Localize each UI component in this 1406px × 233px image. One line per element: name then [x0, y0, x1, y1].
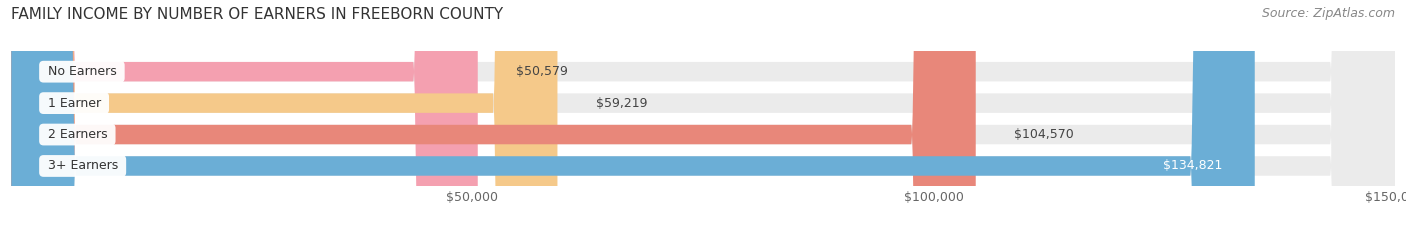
Text: $104,570: $104,570 — [1015, 128, 1074, 141]
FancyBboxPatch shape — [11, 0, 557, 233]
Text: $50,579: $50,579 — [516, 65, 568, 78]
FancyBboxPatch shape — [11, 0, 1254, 233]
FancyBboxPatch shape — [11, 0, 1395, 233]
FancyBboxPatch shape — [11, 0, 976, 233]
Text: Source: ZipAtlas.com: Source: ZipAtlas.com — [1261, 7, 1395, 20]
Text: FAMILY INCOME BY NUMBER OF EARNERS IN FREEBORN COUNTY: FAMILY INCOME BY NUMBER OF EARNERS IN FR… — [11, 7, 503, 22]
FancyBboxPatch shape — [11, 0, 1395, 233]
Text: $134,821: $134,821 — [1163, 159, 1222, 172]
FancyBboxPatch shape — [11, 0, 478, 233]
Text: 1 Earner: 1 Earner — [44, 97, 104, 110]
Text: $59,219: $59,219 — [596, 97, 648, 110]
Text: 3+ Earners: 3+ Earners — [44, 159, 122, 172]
Text: No Earners: No Earners — [44, 65, 121, 78]
FancyBboxPatch shape — [11, 0, 1395, 233]
FancyBboxPatch shape — [11, 0, 1395, 233]
Text: 2 Earners: 2 Earners — [44, 128, 111, 141]
